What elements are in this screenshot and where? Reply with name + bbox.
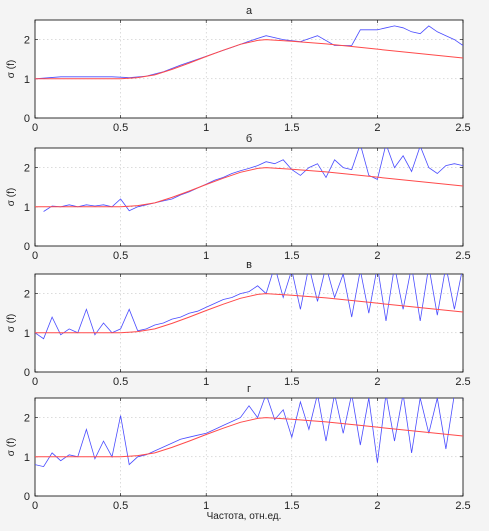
y-tick-label: 1 xyxy=(24,202,30,214)
x-tick-label: 1.5 xyxy=(284,376,299,388)
x-axis-label: Частота, отн.ед. xyxy=(207,511,282,522)
chart-panel-3: в 0 0.5 1 1.5 2 2.5 0 1 2 σ (f) xyxy=(6,259,471,388)
x-tick-label: 1.5 xyxy=(284,122,299,134)
x-tick-label: 2 xyxy=(374,122,380,134)
x-tick-label: 2 xyxy=(374,376,380,388)
series-line-measured xyxy=(35,274,462,340)
x-tick-label: 1 xyxy=(203,122,209,134)
panel-title: в xyxy=(246,259,252,271)
y-tick-label: 0 xyxy=(24,241,30,253)
x-tick-label: 0 xyxy=(32,376,38,388)
chart-panel-4: г 0 0.5 1 1.5 2 2.5 0 1 2 σ (f) xyxy=(6,383,471,512)
series-line-theory xyxy=(35,417,463,458)
series-group xyxy=(35,25,463,80)
series-group xyxy=(35,148,463,212)
y-tick-label: 0 xyxy=(24,491,30,503)
y-axis-label: σ (f) xyxy=(6,188,17,206)
panel-title: г xyxy=(247,383,251,395)
panel-title: б xyxy=(246,133,252,145)
x-tick-label: 0 xyxy=(32,500,38,512)
panel-title: а xyxy=(246,5,253,17)
y-tick-label: 2 xyxy=(24,413,30,425)
x-tick-label: 1.5 xyxy=(284,500,299,512)
x-tick-label: 0.5 xyxy=(113,250,128,262)
x-tick-label: 2.5 xyxy=(455,122,470,134)
series-group xyxy=(35,274,463,340)
series-line-theory xyxy=(35,39,463,80)
x-tick-label: 2.5 xyxy=(455,376,470,388)
x-tick-label: 0.5 xyxy=(113,122,128,134)
x-tick-label: 2.5 xyxy=(455,500,470,512)
y-axis-label: σ (f) xyxy=(6,438,17,456)
series-line-measured xyxy=(35,398,463,468)
y-tick-label: 2 xyxy=(24,163,30,175)
x-tick-label: 2 xyxy=(374,500,380,512)
x-tick-label: 1.5 xyxy=(284,250,299,262)
x-tick-label: 0 xyxy=(32,250,38,262)
x-tick-label: 1 xyxy=(203,250,209,262)
x-tick-label: 0 xyxy=(32,122,38,134)
y-tick-label: 1 xyxy=(24,328,30,340)
y-axis-label: σ (f) xyxy=(6,314,17,332)
y-tick-label: 1 xyxy=(24,74,30,86)
y-axis-label: σ (f) xyxy=(6,60,17,78)
y-tick-label: 0 xyxy=(24,367,30,379)
y-tick-label: 1 xyxy=(24,452,30,464)
panels: а 0 0.5 1 1.5 2 2.5 0 1 2 σ (f) б 0 0.5 1 1.5 2 2.5 0 1 2 σ (… xyxy=(6,5,471,512)
chart-panel-2: б 0 0.5 1 1.5 2 2.5 0 1 2 σ (f) xyxy=(6,133,471,262)
x-tick-label: 1 xyxy=(203,376,209,388)
x-tick-label: 0.5 xyxy=(113,376,128,388)
series-line-measured xyxy=(43,148,463,212)
series-line-theory xyxy=(35,167,463,208)
y-tick-label: 2 xyxy=(24,289,30,301)
x-tick-label: 2 xyxy=(374,250,380,262)
plot-area xyxy=(34,397,464,497)
y-tick-label: 0 xyxy=(24,113,30,125)
y-tick-label: 2 xyxy=(24,35,30,47)
series-group xyxy=(35,398,463,468)
series-line-theory xyxy=(35,293,463,334)
plot-area xyxy=(34,19,464,119)
plot-area xyxy=(34,147,464,247)
x-tick-label: 0.5 xyxy=(113,500,128,512)
chart-panel-1: а 0 0.5 1 1.5 2 2.5 0 1 2 σ (f) xyxy=(6,5,471,134)
x-tick-label: 1 xyxy=(203,500,209,512)
plot-area xyxy=(34,273,464,373)
x-tick-label: 2.5 xyxy=(455,250,470,262)
